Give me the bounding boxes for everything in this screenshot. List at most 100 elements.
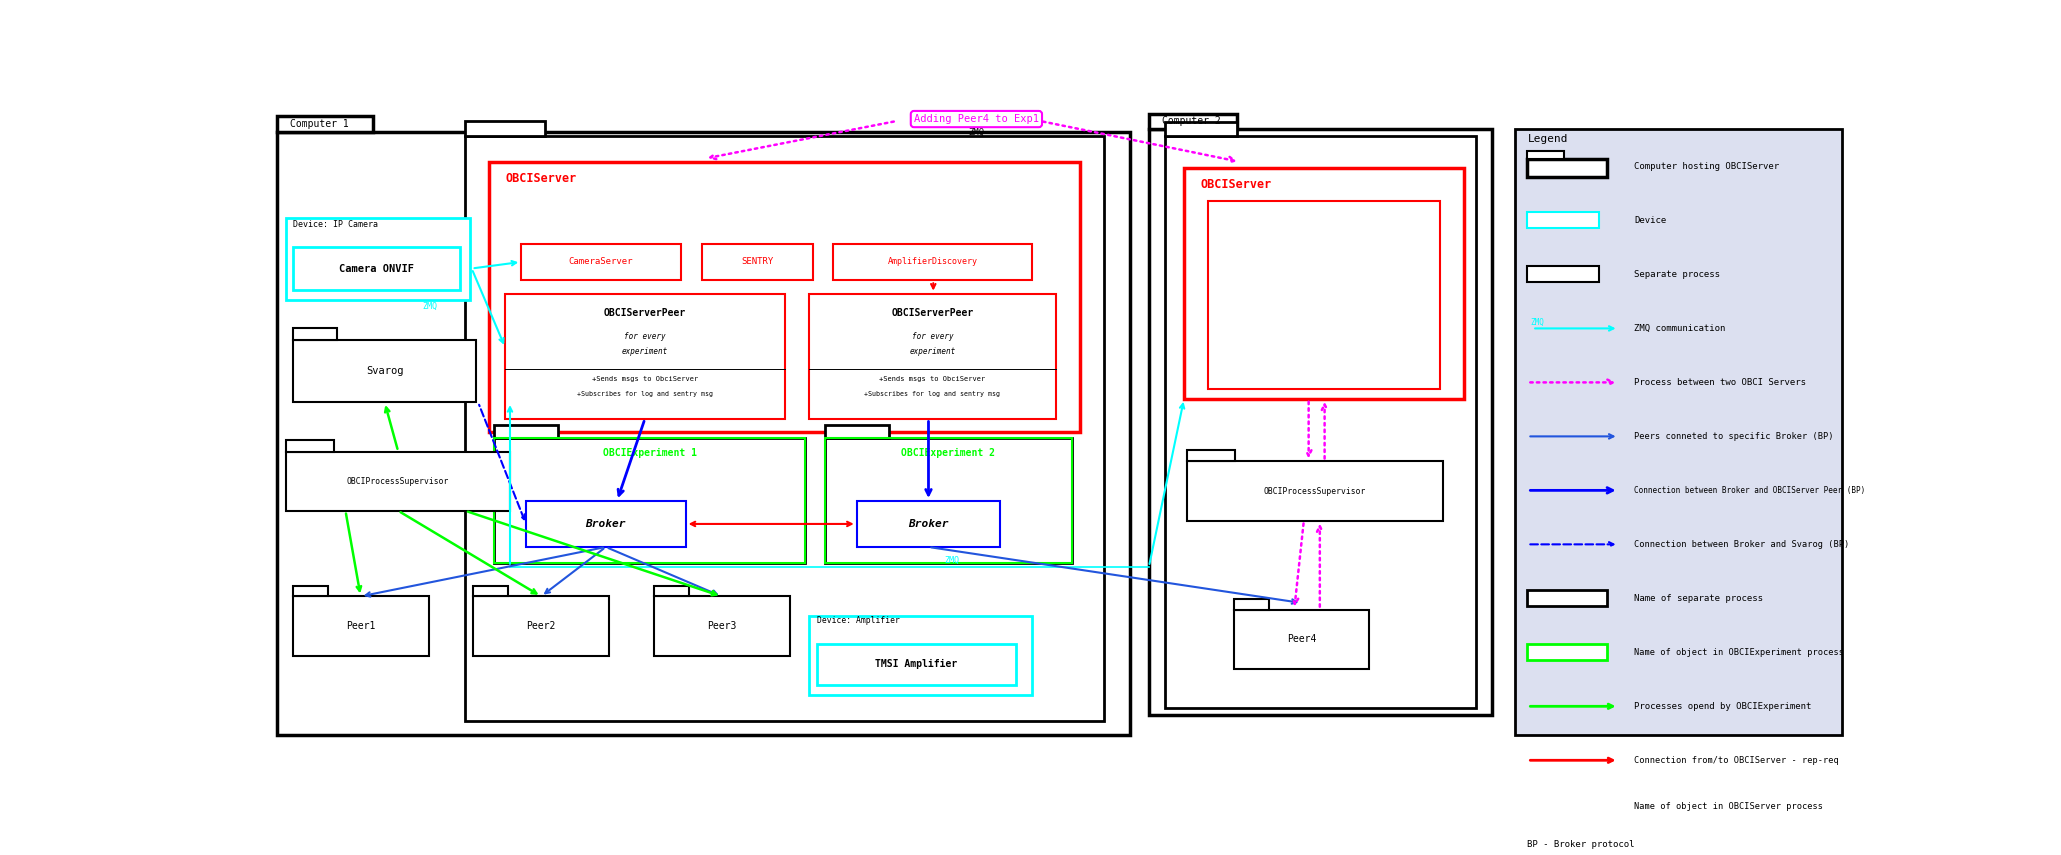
Bar	[495, 425, 559, 439]
Bar	[474, 586, 509, 597]
Bar	[1527, 151, 1564, 158]
Text: SENTRY: SENTRY	[742, 257, 773, 267]
Text: Peer2: Peer2	[526, 621, 556, 631]
Text: Computer hosting OBCIServer: Computer hosting OBCIServer	[1634, 162, 1779, 171]
Text: Processes opend by OBCIExperiment: Processes opend by OBCIExperiment	[1634, 702, 1812, 711]
Text: +Sends msgs to ObciServer: +Sends msgs to ObciServer	[592, 376, 699, 382]
Text: Device: IP Camera: Device: IP Camera	[293, 220, 377, 229]
Bar	[1527, 158, 1608, 177]
Bar	[1164, 136, 1476, 708]
Text: ZMQ: ZMQ	[969, 127, 985, 137]
Text: OBCIServerPeer: OBCIServerPeer	[604, 309, 686, 318]
Bar	[286, 218, 470, 300]
Text: +Sends msgs to ObciServer: +Sends msgs to ObciServer	[880, 376, 985, 382]
Bar	[293, 597, 429, 656]
Bar	[505, 293, 785, 419]
Bar	[466, 121, 544, 136]
Text: OBCIExperiment 2: OBCIExperiment 2	[901, 448, 995, 458]
Text: OBCIProcessSupervisor: OBCIProcessSupervisor	[1263, 486, 1366, 496]
Bar	[293, 339, 476, 402]
Bar	[495, 439, 806, 563]
Bar	[488, 162, 1080, 432]
Bar	[521, 245, 680, 280]
Bar	[474, 597, 610, 656]
Bar	[808, 616, 1033, 695]
Text: Connection between Broker and Svarog (BP): Connection between Broker and Svarog (BP…	[1634, 540, 1849, 549]
Bar	[276, 115, 373, 133]
Text: Connection from/to OBCIServer - rep-req: Connection from/to OBCIServer - rep-req	[1634, 756, 1838, 764]
Bar	[1527, 266, 1599, 282]
Bar	[824, 425, 888, 439]
Bar	[286, 439, 334, 451]
Text: Separate process: Separate process	[1634, 270, 1721, 279]
Text: ZMQ: ZMQ	[944, 556, 960, 564]
Text: Name of object in OBCIExperiment process: Name of object in OBCIExperiment process	[1634, 648, 1845, 657]
Bar	[1527, 644, 1608, 660]
Text: AmplifierDiscovery: AmplifierDiscovery	[888, 257, 977, 267]
Bar	[293, 586, 328, 597]
Bar	[1527, 590, 1608, 606]
Text: Legend: Legend	[1527, 134, 1568, 144]
Text: Adding Peer4 to Exp1: Adding Peer4 to Exp1	[913, 114, 1039, 124]
Text: experiment: experiment	[622, 347, 668, 356]
Text: BP - Broker protocol: BP - Broker protocol	[1527, 840, 1634, 849]
Text: Device: Device	[1634, 216, 1667, 225]
Text: ZMQ: ZMQ	[1531, 318, 1544, 327]
Bar	[1148, 115, 1237, 129]
Text: Name of separate process: Name of separate process	[1634, 594, 1764, 603]
Text: Name of object in OBCIServer process: Name of object in OBCIServer process	[1634, 802, 1824, 811]
Text: for every: for every	[911, 332, 954, 341]
Text: Computer 1: Computer 1	[289, 120, 348, 129]
Text: Computer 2: Computer 2	[1162, 116, 1220, 126]
Text: ZMQ: ZMQ	[423, 302, 437, 311]
Bar	[286, 451, 509, 510]
Bar	[1527, 798, 1608, 814]
Text: OBCIServer: OBCIServer	[1200, 179, 1272, 192]
Text: OBCIServerPeer: OBCIServerPeer	[890, 309, 973, 318]
Text: Svarog: Svarog	[367, 366, 404, 375]
Text: Peer4: Peer4	[1286, 634, 1317, 644]
Bar	[1235, 599, 1270, 610]
Bar	[1527, 212, 1599, 228]
Text: Peers conneted to specific Broker (BP): Peers conneted to specific Broker (BP)	[1634, 432, 1834, 441]
Text: ZMQ communication: ZMQ communication	[1634, 324, 1725, 333]
Text: Broker: Broker	[585, 519, 627, 529]
Bar	[293, 327, 338, 339]
Bar	[466, 136, 1105, 722]
Text: Peer1: Peer1	[346, 621, 375, 631]
Bar	[1515, 129, 1843, 734]
Text: OBCIProcessSupervisor: OBCIProcessSupervisor	[346, 476, 449, 486]
Text: Peer3: Peer3	[707, 621, 736, 631]
Bar	[526, 501, 686, 547]
Bar	[1148, 129, 1492, 715]
Text: for every: for every	[624, 332, 666, 341]
Text: OBCIExperiment 1: OBCIExperiment 1	[602, 448, 697, 458]
Text: Connection between Broker and OBCIServer Peer (BP): Connection between Broker and OBCIServer…	[1634, 486, 1865, 495]
Text: Device: Amplifier: Device: Amplifier	[816, 616, 899, 625]
Text: +Subscribes for log and sentry msg: +Subscribes for log and sentry msg	[577, 391, 713, 397]
Bar	[1208, 201, 1439, 389]
Text: CameraServer: CameraServer	[569, 257, 633, 267]
Text: Broker: Broker	[909, 519, 948, 529]
Bar	[833, 245, 1033, 280]
Bar	[857, 501, 1000, 547]
Bar	[653, 597, 789, 656]
Bar	[276, 133, 1129, 734]
Text: +Subscribes for log and sentry msg: +Subscribes for log and sentry msg	[864, 391, 1000, 397]
Text: TMSI Amplifier: TMSI Amplifier	[876, 659, 958, 669]
Text: OBCIServer: OBCIServer	[505, 172, 577, 185]
Text: Process between two OBCI Servers: Process between two OBCI Servers	[1634, 378, 1807, 387]
Bar	[1164, 122, 1237, 136]
Bar	[808, 293, 1055, 419]
Bar	[1183, 168, 1463, 398]
Bar	[816, 645, 1016, 685]
Bar	[293, 247, 460, 290]
Bar	[824, 439, 1072, 563]
Text: Camera ONVIF: Camera ONVIF	[340, 263, 414, 274]
Bar	[1187, 450, 1235, 462]
Bar	[701, 245, 814, 280]
Bar	[1187, 462, 1443, 521]
Bar	[495, 439, 806, 563]
Bar	[653, 586, 688, 597]
Text: experiment: experiment	[909, 347, 956, 356]
